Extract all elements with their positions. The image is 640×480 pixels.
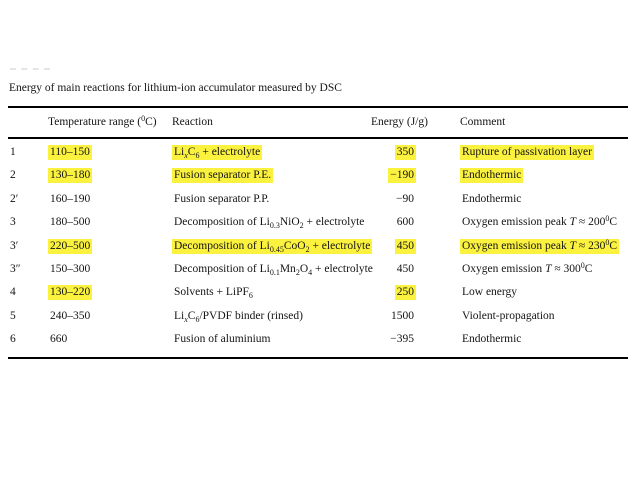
cell-reaction: LixC6 + electrolyte — [172, 145, 263, 160]
cell-energy: −90 — [396, 192, 414, 205]
row-number: 2′ — [10, 192, 19, 205]
row-number: 6 — [10, 333, 16, 346]
cell-comment: Rupture of passivation layer — [460, 145, 594, 160]
cell-temperature-range: 160–190 — [50, 192, 91, 205]
cell-temperature-range: 130–180 — [48, 168, 93, 184]
cell-reaction: Fusion separator P.E. — [172, 168, 274, 184]
row-number: 1 — [10, 146, 16, 158]
table-row: 3′ 220–500 Decomposition of Li0.45CoO2 +… — [8, 237, 628, 262]
cell-comment: Oxygen emission T ≈ 3000C — [462, 260, 593, 275]
cell-energy: 350 — [394, 145, 416, 160]
column-header-comment: Comment — [460, 116, 506, 128]
table-row: 2′ 160–190 Fusion separator P.P. −90 End… — [8, 192, 628, 215]
column-header-reaction: Reaction — [172, 116, 213, 128]
cell-comment: Oxygen emission peak T ≈ 2300C — [460, 237, 620, 254]
scan-artifact-dashes — [10, 68, 50, 70]
cell-temperature-range: 150–300 — [50, 262, 91, 275]
row-number: 4 — [10, 286, 16, 299]
column-header-temperature-range: Temperature range (0C) — [48, 114, 157, 129]
cell-temperature-range: 130–220 — [48, 285, 93, 301]
row-number: 3 — [10, 216, 16, 229]
table-caption: Energy of main reactions for lithium-ion… — [9, 82, 342, 94]
cell-comment: Endothermic — [460, 168, 524, 184]
table-row: 4 130–220 Solvents + LiPF6 250 Low energ… — [8, 285, 628, 308]
table-row: 1 110–150 LixC6 + electrolyte 350 Ruptur… — [8, 145, 628, 168]
cell-temperature-range: 220–500 — [48, 238, 93, 254]
row-number: 3′ — [10, 239, 19, 252]
cell-reaction: Decomposition of Li0.3NiO2 + electrolyte — [174, 216, 365, 231]
cell-comment: Low energy — [462, 286, 518, 299]
cell-energy: 250 — [394, 285, 416, 301]
table-rule-bottom — [8, 357, 628, 359]
cell-reaction: Fusion separator P.P. — [174, 192, 270, 205]
cell-reaction: Decomposition of Li0.45CoO2 + electrolyt… — [172, 238, 373, 254]
cell-energy: −190 — [388, 168, 416, 184]
cell-energy: −395 — [390, 333, 414, 346]
cell-temperature-range: 110–150 — [48, 145, 92, 160]
cell-comment: Oxygen emission peak T ≈ 2000C — [462, 214, 618, 229]
cell-energy: 450 — [394, 238, 416, 254]
cell-temperature-range: 180–500 — [50, 216, 91, 229]
cell-energy: 600 — [396, 216, 414, 229]
cell-temperature-range: 660 — [50, 333, 68, 346]
table-rule-header-separator — [8, 137, 628, 139]
cell-reaction: Solvents + LiPF6 — [174, 286, 253, 301]
table-row: 5 240–350 LixC6/PVDF binder (rinsed) 150… — [8, 309, 628, 332]
cell-energy: 1500 — [391, 309, 414, 322]
column-header-energy: Energy (J/g) — [371, 116, 428, 128]
table-rows: 1 110–150 LixC6 + electrolyte 350 Ruptur… — [8, 145, 628, 356]
cell-comment: Violent-propagation — [462, 309, 555, 322]
cell-reaction: LixC6/PVDF binder (rinsed) — [174, 309, 303, 324]
row-number: 3″ — [10, 262, 21, 275]
row-number: 5 — [10, 309, 16, 322]
cell-energy: 450 — [396, 262, 414, 275]
table-row: 3 180–500 Decomposition of Li0.3NiO2 + e… — [8, 215, 628, 238]
table-row: 3″ 150–300 Decomposition of Li0.1Mn2O4 +… — [8, 260, 628, 285]
table-row: 2 130–180 Fusion separator P.E. −190 End… — [8, 168, 628, 191]
cell-reaction: Fusion of aluminium — [174, 333, 271, 346]
cell-temperature-range: 240–350 — [50, 309, 91, 322]
table-rule-top — [8, 106, 628, 108]
table-row: 6 660 Fusion of aluminium −395 Endotherm… — [8, 332, 628, 355]
cell-comment: Endothermic — [462, 333, 522, 346]
cell-comment: Endothermic — [462, 192, 522, 205]
row-number: 2 — [10, 169, 16, 182]
cell-reaction: Decomposition of Li0.1Mn2O4 + electrolyt… — [174, 262, 373, 277]
